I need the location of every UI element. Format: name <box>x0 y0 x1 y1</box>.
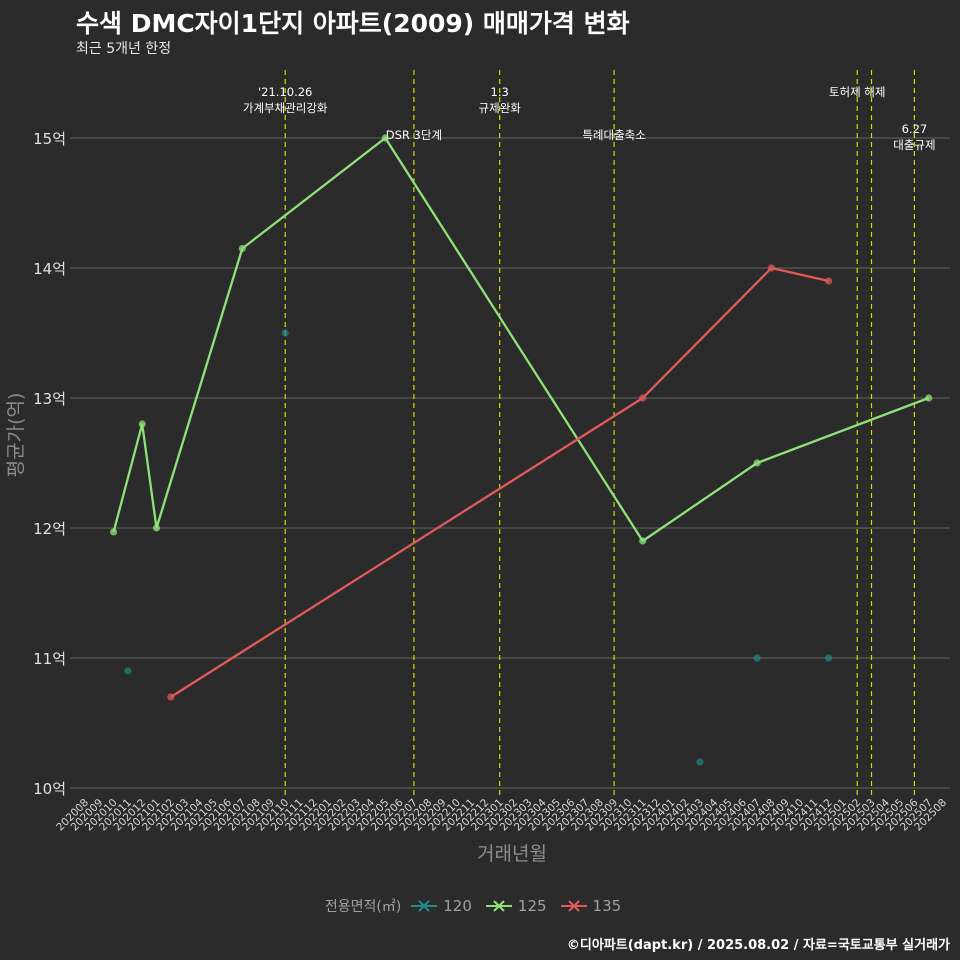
data-point-120 <box>753 654 761 662</box>
y-axis-label: 평균가(억) <box>5 393 27 478</box>
data-point-125 <box>238 244 246 253</box>
series-line-125 <box>112 136 930 543</box>
x-axis: 2020082020092020102020112020122021012021… <box>54 796 949 833</box>
chart-title: 수색 DMC자이1단지 아파트(2009) 매매가격 변화 <box>76 9 630 38</box>
event-label: DSR 3단계 <box>386 128 442 142</box>
event-label: 특례대출축소 <box>582 128 645 142</box>
data-point-135 <box>767 264 776 272</box>
legend-label-125: 125 <box>517 897 547 915</box>
legend-label-120: 120 <box>443 897 472 915</box>
data-point-120 <box>696 758 704 766</box>
source-caption: ©디아파트(dapt.kr) / 2025.08.02 / 자료=국토교통부 실… <box>566 938 950 953</box>
data-point-125 <box>639 537 647 545</box>
legend-item-135: 135 <box>560 897 622 915</box>
data-point-125 <box>152 524 161 532</box>
legend-swatch-135 <box>560 900 587 912</box>
legend-swatch-120 <box>411 900 438 912</box>
data-point-135 <box>825 277 833 285</box>
legend: 전용면적(㎡) 120 125 135 <box>0 896 960 916</box>
y-axis: 10억 11억 12억 13억 14억 15억 <box>33 130 66 798</box>
data-series <box>110 134 933 766</box>
legend-item-125: 125 <box>485 897 547 915</box>
chart-subtitle: 최근 5개년 한정 <box>76 41 172 57</box>
legend-swatch-125 <box>485 900 512 912</box>
legend-item-120: 120 <box>411 897 472 915</box>
legend-label-135: 135 <box>592 897 622 915</box>
data-point-120 <box>281 329 289 337</box>
event-label: 1.3 <box>491 85 509 99</box>
event-label: '21.10.26 <box>258 85 312 99</box>
event-label: 6.27 <box>902 122 928 136</box>
data-point-125 <box>110 528 118 536</box>
data-point-125 <box>753 459 761 467</box>
data-point-125 <box>381 134 389 142</box>
y-tick-label: 13억 <box>33 390 66 408</box>
data-point-135 <box>639 394 647 402</box>
data-point-120 <box>825 654 833 662</box>
event-label: 토허제 해제 <box>829 85 886 99</box>
series-line-135 <box>170 266 829 698</box>
data-point-125 <box>925 394 933 402</box>
y-tick-label: 14억 <box>33 260 66 278</box>
data-point-120 <box>124 667 132 675</box>
x-axis-label: 거래년월 <box>477 843 547 865</box>
event-label: 규제완화 <box>479 101 522 115</box>
y-tick-label: 11억 <box>33 650 66 668</box>
y-tick-label: 12억 <box>33 520 66 538</box>
y-tick-label: 15억 <box>33 130 66 148</box>
event-label: 대출규제 <box>893 138 935 152</box>
data-point-125 <box>138 420 146 428</box>
data-point-135 <box>167 693 175 701</box>
legend-title: 전용면적(㎡) <box>324 899 402 915</box>
grid-lines <box>70 137 950 789</box>
y-tick-label: 10억 <box>33 780 66 798</box>
event-label: 가계부채관리강화 <box>243 101 328 115</box>
